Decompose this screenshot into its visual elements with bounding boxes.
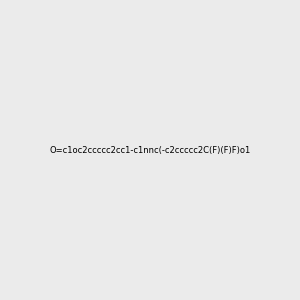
Text: O=c1oc2ccccc2cc1-c1nnc(-c2ccccc2C(F)(F)F)o1: O=c1oc2ccccc2cc1-c1nnc(-c2ccccc2C(F)(F)F… (50, 146, 250, 154)
